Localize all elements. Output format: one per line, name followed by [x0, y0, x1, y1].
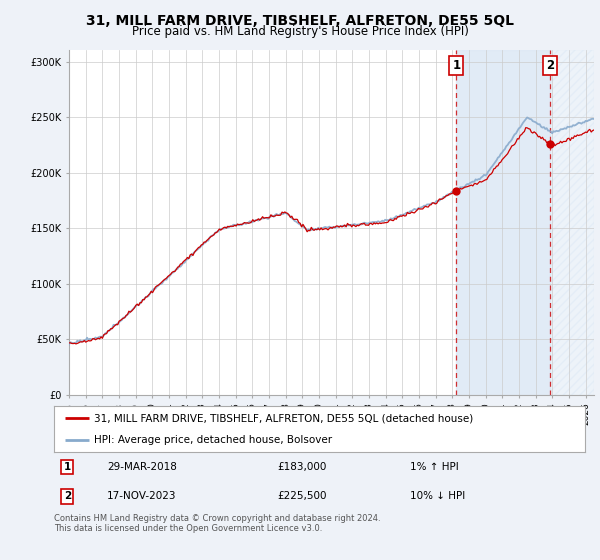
Text: 2: 2 — [64, 492, 71, 501]
Text: £225,500: £225,500 — [277, 492, 326, 501]
Text: £183,000: £183,000 — [277, 462, 326, 472]
Text: 31, MILL FARM DRIVE, TIBSHELF, ALFRETON, DE55 5QL (detached house): 31, MILL FARM DRIVE, TIBSHELF, ALFRETON,… — [94, 413, 473, 423]
Text: Contains HM Land Registry data © Crown copyright and database right 2024.
This d: Contains HM Land Registry data © Crown c… — [54, 514, 380, 534]
Text: Price paid vs. HM Land Registry's House Price Index (HPI): Price paid vs. HM Land Registry's House … — [131, 25, 469, 38]
Text: 29-MAR-2018: 29-MAR-2018 — [107, 462, 177, 472]
Text: 2: 2 — [546, 59, 554, 72]
Text: 1% ↑ HPI: 1% ↑ HPI — [410, 462, 458, 472]
Text: 31, MILL FARM DRIVE, TIBSHELF, ALFRETON, DE55 5QL: 31, MILL FARM DRIVE, TIBSHELF, ALFRETON,… — [86, 14, 514, 28]
Text: HPI: Average price, detached house, Bolsover: HPI: Average price, detached house, Bols… — [94, 435, 332, 445]
Text: 1: 1 — [452, 59, 460, 72]
Bar — [457, 50, 550, 395]
Text: 17-NOV-2023: 17-NOV-2023 — [107, 492, 176, 501]
Bar — [550, 50, 594, 395]
Text: 1: 1 — [64, 462, 71, 472]
Text: 10% ↓ HPI: 10% ↓ HPI — [410, 492, 465, 501]
